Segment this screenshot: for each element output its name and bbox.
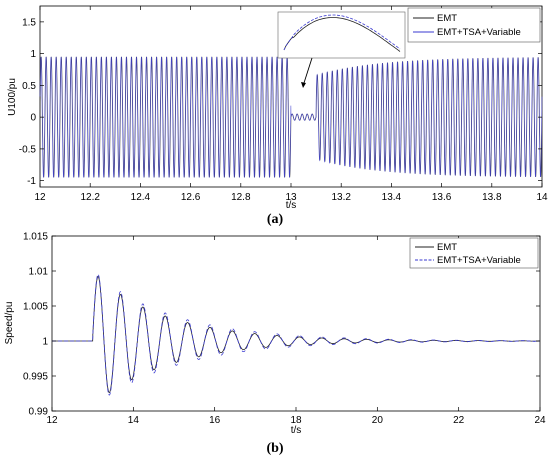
chart-b-series-group (52, 274, 541, 396)
chart-a-ytick-label: 0.5 (22, 81, 36, 92)
chart-a-ytick-label: 0 (30, 113, 36, 124)
chart-a-caption: (a) (267, 212, 284, 227)
chart-b-legend: EMT EMT+TSA+Variable (409, 237, 539, 269)
inset-arrow-head (301, 82, 306, 88)
chart-a-xtick-label: 12.4 (131, 192, 151, 203)
legend-a-tsa-label: EMT+TSA+Variable (437, 27, 521, 38)
chart-a-series-group (39, 56, 543, 178)
chart-a-xlabel: t/s (286, 200, 297, 211)
chart-b-xtick-label: 20 (372, 415, 384, 426)
chart-b-ytick-label: 1.005 (23, 302, 48, 313)
chart-a-ticks: 12 12.2 12.4 12.6 12.8 13 13.2 13.4 13.6 13.8 14 -1… (19, 6, 548, 203)
chart-b-xtick-label: 16 (209, 415, 221, 426)
chart-a-xtick-label: 13.4 (382, 192, 402, 203)
chart-a-xtick-label: 14 (536, 192, 548, 203)
chart-a-ytick-label: 1.5 (22, 17, 36, 28)
chart-b-ytick-label: 0.99 (29, 407, 49, 418)
chart-b-ytick-label: 0.995 (23, 372, 48, 383)
inset-series-emt (283, 17, 401, 52)
chart-b-xtick-label: 14 (128, 415, 140, 426)
chart-b-series-tsa (52, 274, 541, 396)
chart-a-ylabel: U100/pu (7, 78, 18, 116)
chart-a-xtick-label: 13 (285, 192, 297, 203)
chart-a-series-tsa (39, 56, 543, 178)
chart-b-ytick-label: 1.01 (29, 267, 49, 278)
chart-b-ytick-label: 1.015 (23, 232, 48, 243)
chart-a-inset (277, 11, 406, 88)
chart-b: 12 14 16 18 20 22 24 0.99 0.995 1 1.005 1.01 1.015 S… (4, 232, 546, 457)
legend-a-box (407, 7, 541, 43)
chart-b-xtick-label: 24 (534, 415, 546, 426)
legend-b-box (409, 237, 539, 269)
chart-a-xtick-label: 13.2 (331, 192, 351, 203)
chart-a-xtick-label: 12.8 (231, 192, 251, 203)
chart-a-ytick-label: -1 (27, 176, 36, 187)
legend-a-emt-label: EMT (437, 13, 457, 24)
legend-b-tsa-label: EMT+TSA+Variable (437, 255, 521, 266)
chart-b-caption: (b) (266, 441, 283, 456)
chart-b-ticks: 12 14 16 18 20 22 24 0.99 0.995 1 1.005 1.01 1.015 (23, 232, 546, 427)
chart-a: 12 12.2 12.4 12.6 12.8 13 13.2 13.4 13.6 13.8 14 -1… (7, 5, 548, 227)
inset-series-tsa (283, 14, 401, 51)
chart-a-ytick-label: 1 (30, 49, 36, 60)
chart-a-xtick-label: 12 (34, 192, 46, 203)
chart-a-xtick-label: 12.6 (181, 192, 201, 203)
chart-b-ylabel: Speed/pu (4, 302, 15, 345)
inset-arrow (302, 57, 313, 87)
legend-b-emt-label: EMT (437, 242, 457, 253)
chart-a-ytick-label: -0.5 (19, 144, 37, 155)
chart-a-xtick-label: 13.6 (432, 192, 452, 203)
inset-frame (277, 11, 406, 59)
chart-b-xtick-label: 12 (46, 415, 58, 426)
chart-b-xlabel: t/s (291, 425, 302, 436)
chart-a-legend: EMT EMT+TSA+Variable (407, 7, 541, 43)
chart-b-ytick-label: 1 (42, 337, 48, 348)
chart-a-xtick-label: 12.2 (80, 192, 100, 203)
chart-a-xtick-label: 13.8 (482, 192, 502, 203)
chart-b-xtick-label: 18 (290, 415, 302, 426)
chart-b-xtick-label: 22 (453, 415, 465, 426)
